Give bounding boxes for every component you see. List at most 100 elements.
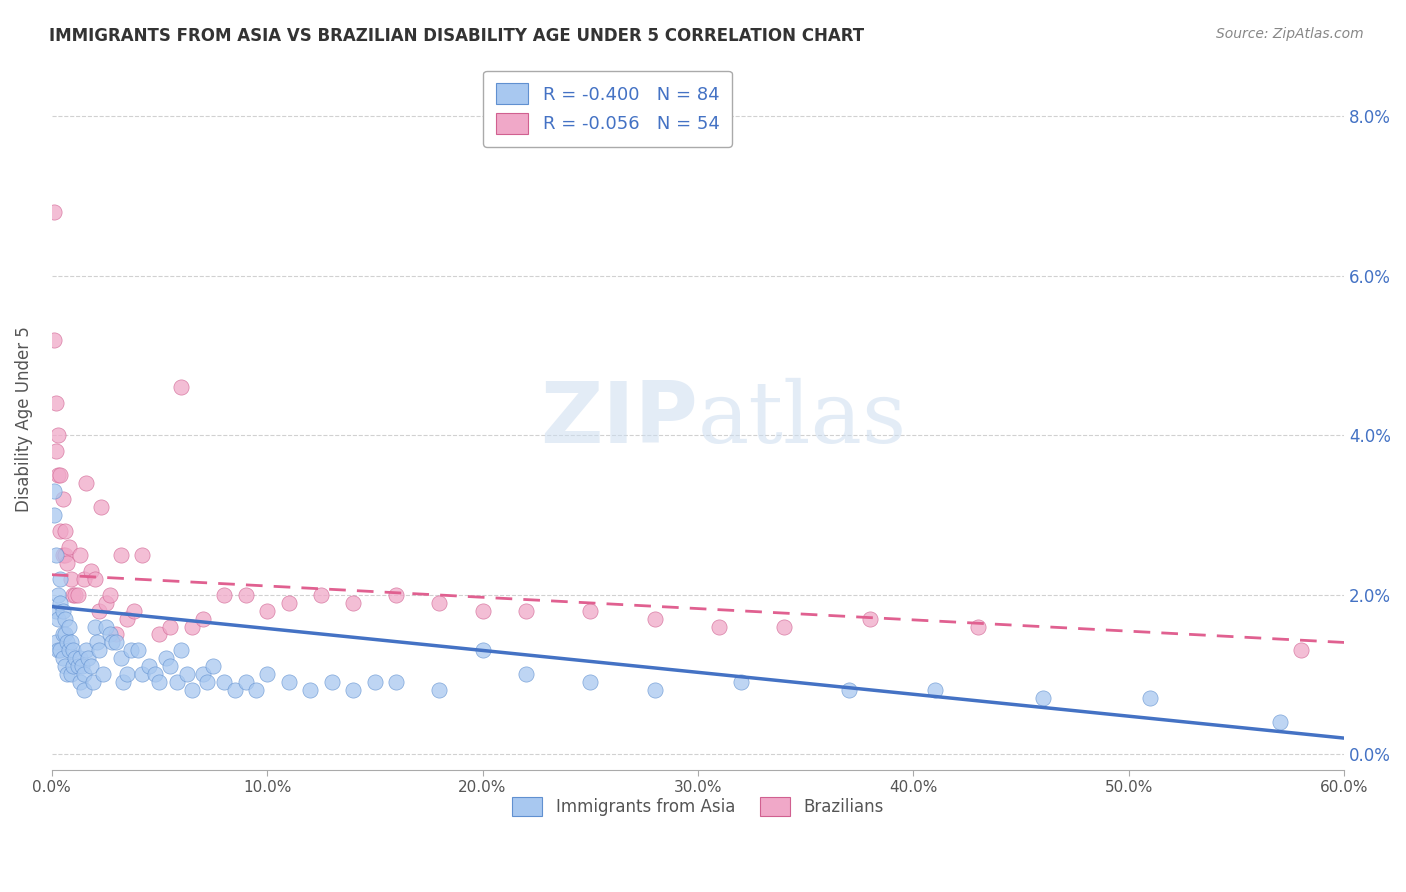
Point bbox=[82, 675, 104, 690]
Point bbox=[66, 659, 89, 673]
Point bbox=[46, 643, 69, 657]
Point bbox=[45, 396, 67, 410]
Point bbox=[66, 588, 89, 602]
Point bbox=[166, 675, 188, 690]
Point bbox=[277, 596, 299, 610]
Point bbox=[90, 500, 112, 514]
Point bbox=[838, 683, 860, 698]
Y-axis label: Disability Age Under 5: Disability Age Under 5 bbox=[15, 326, 32, 512]
Point bbox=[42, 333, 65, 347]
Point bbox=[45, 548, 67, 562]
Point bbox=[309, 588, 332, 602]
Point bbox=[191, 667, 214, 681]
Point bbox=[56, 667, 79, 681]
Point bbox=[83, 572, 105, 586]
Point bbox=[49, 468, 72, 483]
Point bbox=[644, 683, 666, 698]
Point bbox=[65, 651, 87, 665]
Point bbox=[46, 611, 69, 625]
Point bbox=[143, 667, 166, 681]
Point bbox=[131, 548, 153, 562]
Point bbox=[579, 675, 602, 690]
Point bbox=[69, 548, 91, 562]
Point bbox=[79, 659, 101, 673]
Point bbox=[83, 619, 105, 633]
Point bbox=[89, 603, 111, 617]
Point bbox=[471, 603, 494, 617]
Point bbox=[46, 428, 69, 442]
Point bbox=[515, 667, 537, 681]
Point bbox=[1268, 715, 1291, 730]
Legend: Immigrants from Asia, Brazilians: Immigrants from Asia, Brazilians bbox=[503, 789, 891, 825]
Point bbox=[73, 667, 96, 681]
Point bbox=[176, 667, 198, 681]
Point bbox=[73, 572, 96, 586]
Point bbox=[364, 675, 387, 690]
Point bbox=[191, 611, 214, 625]
Point bbox=[385, 588, 408, 602]
Point bbox=[56, 556, 79, 570]
Point bbox=[60, 572, 83, 586]
Point bbox=[51, 491, 73, 506]
Point bbox=[75, 643, 97, 657]
Point bbox=[321, 675, 343, 690]
Point bbox=[94, 619, 117, 633]
Point bbox=[110, 651, 132, 665]
Point bbox=[51, 627, 73, 641]
Point bbox=[115, 611, 138, 625]
Point bbox=[46, 588, 69, 602]
Point bbox=[429, 596, 451, 610]
Point bbox=[170, 643, 193, 657]
Point bbox=[202, 659, 225, 673]
Point bbox=[94, 596, 117, 610]
Point bbox=[277, 675, 299, 690]
Point bbox=[53, 659, 76, 673]
Point bbox=[62, 588, 84, 602]
Point bbox=[159, 659, 181, 673]
Point bbox=[49, 572, 72, 586]
Point bbox=[148, 627, 170, 641]
Point bbox=[180, 683, 202, 698]
Point bbox=[299, 683, 322, 698]
Point bbox=[45, 444, 67, 458]
Point bbox=[93, 667, 115, 681]
Point bbox=[471, 643, 494, 657]
Point bbox=[86, 635, 108, 649]
Point bbox=[73, 683, 96, 698]
Point bbox=[159, 619, 181, 633]
Point bbox=[212, 675, 235, 690]
Point bbox=[429, 683, 451, 698]
Point bbox=[42, 508, 65, 522]
Point bbox=[235, 675, 257, 690]
Point bbox=[62, 643, 84, 657]
Point bbox=[101, 635, 124, 649]
Point bbox=[180, 619, 202, 633]
Point bbox=[79, 564, 101, 578]
Point bbox=[138, 659, 160, 673]
Point bbox=[53, 548, 76, 562]
Point bbox=[212, 588, 235, 602]
Point bbox=[342, 596, 364, 610]
Text: ZIP: ZIP bbox=[540, 377, 697, 461]
Point bbox=[56, 635, 79, 649]
Point bbox=[709, 619, 731, 633]
Point bbox=[53, 524, 76, 538]
Point bbox=[42, 483, 65, 498]
Point bbox=[51, 603, 73, 617]
Point bbox=[51, 651, 73, 665]
Point bbox=[256, 603, 278, 617]
Point bbox=[110, 548, 132, 562]
Point bbox=[644, 611, 666, 625]
Point bbox=[53, 627, 76, 641]
Point bbox=[105, 635, 128, 649]
Point bbox=[224, 683, 246, 698]
Point bbox=[58, 619, 80, 633]
Text: Source: ZipAtlas.com: Source: ZipAtlas.com bbox=[1216, 27, 1364, 41]
Point bbox=[122, 603, 145, 617]
Point bbox=[45, 603, 67, 617]
Point bbox=[70, 659, 93, 673]
Point bbox=[155, 651, 177, 665]
Point bbox=[773, 619, 796, 633]
Point bbox=[46, 468, 69, 483]
Point bbox=[1139, 691, 1161, 706]
